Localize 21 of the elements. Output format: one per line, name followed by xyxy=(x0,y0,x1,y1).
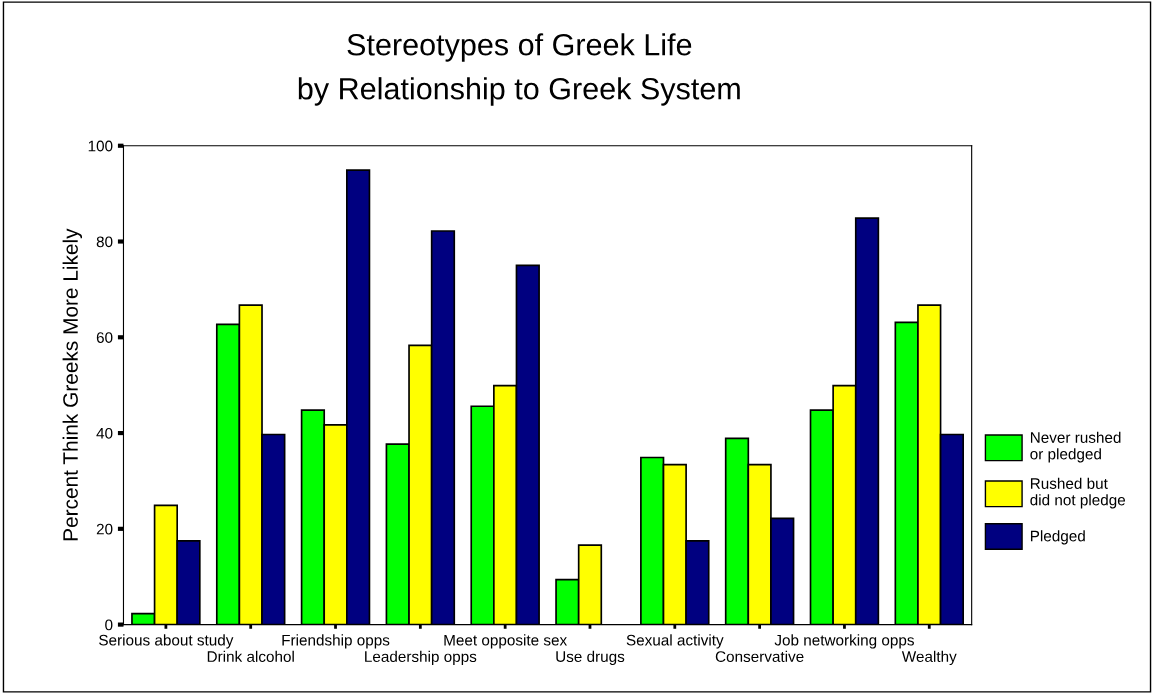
y-tick-label: 0 xyxy=(105,619,113,631)
x-tick-label: Leadership opps xyxy=(365,650,477,666)
y-axis-title: Percent Think Greeks More Likely xyxy=(62,228,83,541)
x-tick-label: Conservative xyxy=(715,650,804,662)
y-tick-label: 60 xyxy=(96,332,113,343)
legend-label: Pledged xyxy=(1030,530,1085,545)
y-tick-label: 20 xyxy=(96,523,113,535)
x-tick-label: Meet opposite sex xyxy=(444,634,567,649)
y-tick-label: 40 xyxy=(96,427,113,439)
x-tick-label: Job networking opps xyxy=(774,634,914,649)
y-tick-label: 100 xyxy=(88,140,113,152)
x-tick-label: Sexual activity xyxy=(626,634,724,649)
x-tick-label: Use drugs xyxy=(556,650,625,666)
legend-label: Never rushed or pledged xyxy=(1030,431,1121,463)
y-tick-label: 80 xyxy=(96,236,113,248)
chart-title: Stereotypes of Greek Life by Relationship to Greek System xyxy=(298,33,740,106)
x-tick-label: Friendship opps xyxy=(282,634,390,649)
legend-label: Rushed but did not pledge xyxy=(1030,477,1126,509)
x-tick-label: Wealthy xyxy=(901,650,957,666)
x-tick-label: Drink alcohol xyxy=(207,650,294,662)
x-tick-label: Serious about study xyxy=(99,634,234,649)
